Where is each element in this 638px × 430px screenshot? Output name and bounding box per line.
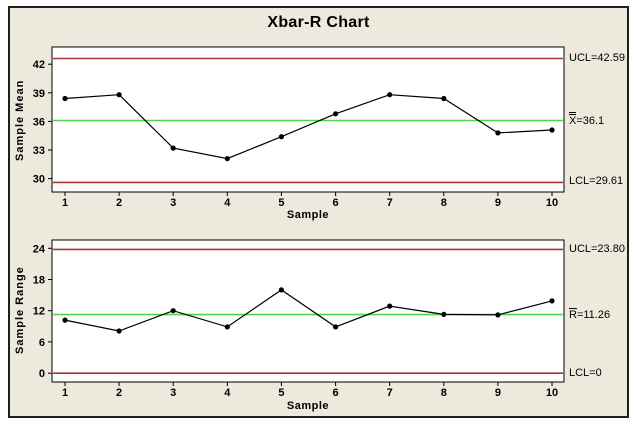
xbar-chart-x-tick-label: 1 <box>62 197 68 209</box>
xbar-lcl-label: LCL=29.61 <box>569 175 624 187</box>
r-chart-y-tick-label: 12 <box>33 306 45 318</box>
r-chart-data-point <box>170 308 176 314</box>
r-chart-y-tick-label: 18 <box>33 275 45 287</box>
xbar-chart-x-tick-label: 9 <box>495 197 501 209</box>
r-chart-data-point <box>441 311 447 317</box>
xbar-chart-y-tick-label: 42 <box>33 59 45 71</box>
r-chart-x-tick-label: 9 <box>495 387 501 399</box>
chart-title: Xbar-R Chart <box>267 14 370 31</box>
xbar-chart-y-tick-label: 39 <box>33 88 45 100</box>
r-chart-data-point <box>549 298 555 304</box>
r-chart-data-point <box>116 328 122 334</box>
xbar-chart-data-point <box>116 92 122 98</box>
r-chart-plot-area <box>51 239 565 383</box>
range-lcl-label: LCL=0 <box>569 367 602 379</box>
r-chart-data-point <box>495 312 501 318</box>
xbar-chart-x-tick-label: 10 <box>546 197 558 209</box>
xbar-chart-data-point <box>441 95 447 102</box>
r-chart-data-point <box>278 287 284 293</box>
xbar-chart-x-tick-label: 6 <box>333 197 339 209</box>
r-chart-x-tick-label: 2 <box>116 387 122 399</box>
xbar-chart-x-tick-label: 5 <box>278 197 284 209</box>
xbar-chart-data-point <box>62 95 68 102</box>
r-chart-data-series-line <box>64 289 553 332</box>
xbar-y-axis-label: Sample Mean <box>14 79 26 161</box>
range-mean-symbol: R <box>569 308 577 321</box>
xbar-chart-x-tick-label: 2 <box>116 197 122 209</box>
xbar-chart-plot-area <box>51 46 565 193</box>
xbar-chart-data-point <box>333 111 339 117</box>
range-ucl-label: UCL=23.80 <box>569 243 625 255</box>
xbar-chart-data-point <box>387 92 393 98</box>
xbar-chart-data-point <box>495 130 501 136</box>
xbar-ucl-label: UCL=42.59 <box>569 52 625 64</box>
xbar-chart-x-tick-label: 4 <box>224 197 231 209</box>
xbar-chart-data-point <box>278 134 284 140</box>
r-chart-x-tick-label: 6 <box>333 387 339 399</box>
range-y-axis-label: Sample Range <box>14 266 26 354</box>
xbar-chart-data-point <box>224 156 230 162</box>
xbar-chart-y-tick-label: 30 <box>33 174 45 186</box>
xbar-centerline-label: X=36.1 <box>569 112 605 127</box>
r-chart-x-tick-label: 7 <box>387 387 393 399</box>
xbar-mean-value: =36.1 <box>576 115 605 127</box>
r-chart-x-tick-label: 1 <box>62 387 68 399</box>
range-centerline-label: R=11.26 <box>569 308 611 321</box>
xbar-chart-x-tick-label: 7 <box>387 197 393 209</box>
xbar-mean-symbol: X <box>569 112 577 127</box>
r-chart-y-tick-label: 6 <box>39 337 45 349</box>
r-chart-x-tick-label: 5 <box>278 387 284 399</box>
r-chart-x-tick-label: 10 <box>546 387 558 399</box>
r-chart-x-tick-label: 3 <box>170 387 176 399</box>
r-chart-x-tick-label: 4 <box>224 387 231 399</box>
xbar-chart-y-tick-label: 36 <box>33 116 45 128</box>
xbar-chart-data-series-line <box>64 94 553 160</box>
r-chart-data-point <box>333 324 339 330</box>
r-chart-data-point <box>224 324 230 330</box>
xbar-chart-data-point <box>170 145 176 151</box>
xbar-chart-data-point <box>549 127 555 133</box>
r-chart-y-tick-label: 0 <box>39 368 45 380</box>
xbar-chart-x-tick-label: 3 <box>170 197 176 209</box>
range-mean-value: =11.26 <box>576 309 611 321</box>
xbar-chart-x-tick-label: 8 <box>441 197 447 209</box>
xbar-chart-y-tick-label: 33 <box>33 145 45 157</box>
chart-frame: Xbar-R Chart 30 33 36 39 42 1 2 3 4 5 6 7 8 9 10 0 6 12 18… <box>8 6 629 418</box>
range-x-axis-label: Sample <box>286 400 330 412</box>
xbar-x-axis-label: Sample <box>286 209 330 221</box>
r-chart-y-tick-label: 24 <box>33 243 46 255</box>
r-chart-data-point <box>62 317 68 323</box>
r-chart-x-tick-label: 8 <box>441 387 447 399</box>
r-chart-data-point <box>387 303 393 309</box>
